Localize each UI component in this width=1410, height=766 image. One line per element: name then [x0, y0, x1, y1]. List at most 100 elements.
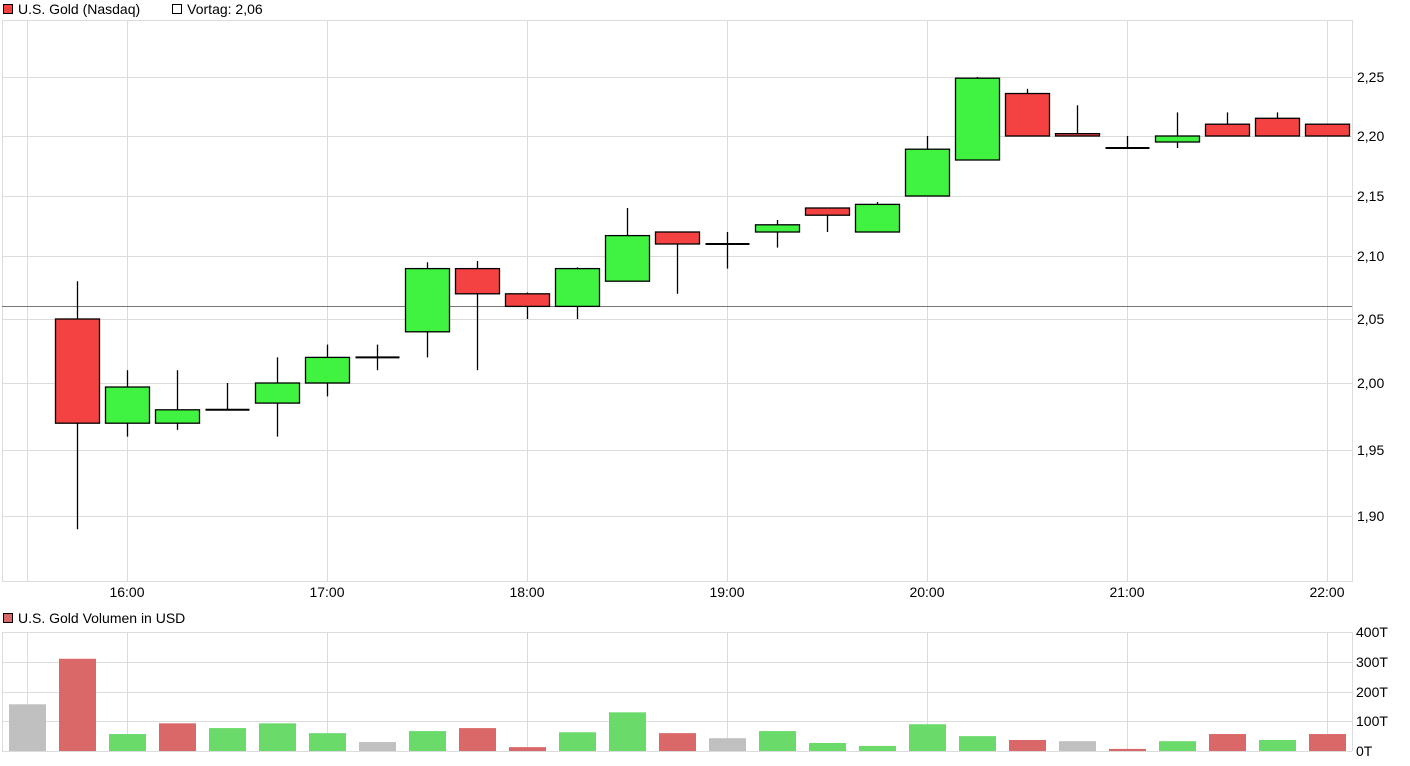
candle	[705, 232, 750, 269]
candle-body	[404, 267, 451, 333]
candle	[1254, 112, 1301, 137]
volume-bar	[1009, 739, 1046, 751]
price-series-swatch	[3, 4, 13, 14]
candle-body	[504, 293, 551, 308]
time-axis-label: 22:00	[1309, 584, 1344, 600]
price-series-label: U.S. Gold (Nasdaq)	[18, 1, 141, 17]
price-y-tick-label: 1,90	[1357, 508, 1384, 524]
time-axis-label: 18:00	[509, 584, 544, 600]
candle	[205, 383, 250, 411]
candle	[54, 281, 101, 530]
volume-series-swatch	[3, 613, 13, 623]
volume-bar	[1159, 741, 1196, 751]
volume-bar	[909, 724, 946, 751]
volume-bar	[609, 712, 646, 751]
candle-body	[1304, 123, 1351, 137]
candle-body	[104, 386, 151, 424]
volume-bar	[759, 731, 796, 751]
volume-bar	[59, 658, 96, 751]
candle	[804, 207, 851, 232]
time-axis-label: 16:00	[109, 584, 144, 600]
time-axis-label: 17:00	[309, 584, 344, 600]
candle-body	[854, 203, 901, 233]
candle-body	[254, 382, 301, 404]
volume-bar	[109, 734, 146, 751]
volume-bar	[559, 732, 596, 751]
volume-y-tick-label: 100T	[1356, 713, 1388, 729]
volume-bar	[959, 736, 996, 751]
volume-bar	[1209, 734, 1246, 751]
candle	[404, 262, 451, 358]
volume-chart: 0T 100T 200T 300T 400T	[2, 626, 1388, 759]
candle-body	[1204, 123, 1251, 137]
candle	[355, 344, 400, 371]
volume-bar	[1259, 739, 1296, 751]
candle	[154, 370, 201, 430]
candle-body	[604, 234, 651, 282]
candle	[1204, 112, 1251, 137]
candle-body	[904, 148, 951, 197]
time-axis-label: 19:00	[709, 584, 744, 600]
price-legend: U.S. Gold (Nasdaq) Vortag: 2,06	[3, 1, 263, 17]
candle	[1304, 123, 1351, 137]
candle	[1004, 88, 1051, 137]
candle	[104, 370, 151, 437]
candle-body	[154, 409, 201, 424]
time-axis-label: 21:00	[1109, 584, 1144, 600]
candle	[1054, 105, 1101, 137]
volume-legend: U.S. Gold Volumen in USD	[3, 610, 185, 626]
candle	[954, 77, 1001, 161]
candle	[454, 261, 501, 371]
candle-body	[554, 267, 601, 308]
candle	[654, 231, 701, 294]
candle	[504, 292, 551, 319]
time-axis-label: 20:00	[909, 584, 944, 600]
candle-body	[304, 356, 351, 384]
candle	[254, 357, 301, 437]
price-y-tick-label: 2,20	[1357, 128, 1384, 144]
volume-y-tick-label: 200T	[1356, 684, 1388, 700]
volume-bar	[1109, 748, 1146, 751]
candle-body	[1054, 132, 1101, 137]
price-y-tick-label: 1,95	[1357, 442, 1384, 458]
price-y-tick-label: 2,15	[1357, 188, 1384, 204]
candle-body	[1254, 117, 1301, 137]
price-y-tick-label: 2,00	[1357, 375, 1384, 391]
volume-bar	[809, 742, 846, 751]
candle-body	[654, 231, 701, 245]
volume-bar	[459, 728, 496, 751]
volume-bar	[159, 723, 196, 751]
volume-y-tick-label: 400T	[1356, 626, 1388, 640]
candle-body	[954, 77, 1001, 161]
volume-y-tick-label: 0T	[1356, 743, 1373, 759]
price-y-tick-label: 2,10	[1357, 248, 1384, 264]
volume-series-label: U.S. Gold Volumen in USD	[18, 610, 186, 626]
candle-body	[54, 318, 101, 424]
volume-bar	[259, 723, 296, 751]
candle	[554, 267, 601, 319]
candle	[754, 220, 801, 248]
volume-bar	[859, 745, 896, 751]
volume-bar	[359, 742, 396, 751]
candle	[304, 344, 351, 397]
candle-body	[1154, 135, 1201, 143]
candle-body	[804, 207, 851, 216]
volume-bar	[1309, 734, 1346, 751]
volume-bar	[659, 733, 696, 751]
volume-bar	[209, 728, 246, 751]
prev-close-label: Vortag: 2,06	[187, 1, 263, 17]
prev-close-swatch	[172, 4, 183, 14]
candle	[604, 208, 651, 282]
volume-bar	[409, 731, 446, 751]
candle	[904, 136, 951, 197]
volume-bar	[9, 704, 46, 751]
candle-body	[454, 267, 501, 295]
volume-bar	[709, 738, 746, 751]
candle	[1154, 112, 1201, 148]
volume-bar	[1059, 741, 1096, 751]
candle	[1105, 136, 1150, 149]
price-chart: 1,90 1,95 2,00 2,05 2,10 2,15 2,20 2,25 16:00 17:…	[2, 20, 1384, 600]
price-y-tick-label: 2,05	[1357, 311, 1384, 327]
volume-y-tick-label: 300T	[1356, 654, 1388, 670]
price-y-tick-label: 2,25	[1357, 69, 1384, 85]
